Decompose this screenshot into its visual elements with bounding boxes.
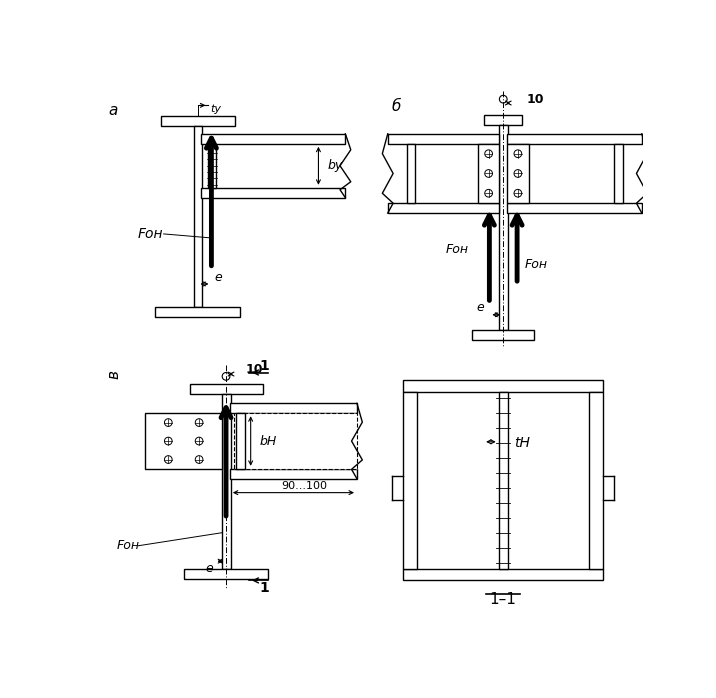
Text: 10: 10 [246, 363, 263, 376]
Text: 90...100: 90...100 [281, 482, 328, 491]
Text: bН: bН [260, 435, 277, 447]
Text: e: e [476, 301, 484, 313]
Text: e: e [205, 563, 213, 575]
Text: 1–1: 1–1 [490, 592, 517, 607]
Bar [388, 203, 499, 213]
Bar [478, 144, 499, 203]
Text: a: a [108, 103, 117, 118]
Bar [236, 413, 245, 469]
Text: Fон: Fон [137, 227, 163, 241]
Bar [403, 380, 604, 392]
Text: Fон: Fон [525, 258, 548, 272]
Text: в: в [107, 369, 122, 378]
Bar [499, 124, 508, 330]
Bar [184, 569, 268, 579]
Bar [403, 392, 417, 569]
Text: tу: tу [210, 104, 221, 114]
Bar [201, 188, 345, 198]
Bar [407, 144, 415, 203]
Bar [484, 114, 523, 124]
Bar [230, 469, 357, 479]
Bar [498, 392, 508, 569]
Bar [507, 203, 642, 213]
Bar [194, 126, 202, 307]
Bar [403, 569, 604, 581]
Text: bу: bу [328, 159, 343, 172]
Text: 10: 10 [526, 93, 544, 105]
Text: Fон: Fон [117, 540, 140, 552]
Bar [233, 413, 357, 469]
Bar [161, 116, 235, 126]
Bar [222, 394, 231, 569]
Text: 1: 1 [260, 581, 269, 595]
Text: Fон: Fон [445, 243, 468, 255]
Bar [589, 392, 604, 569]
Bar [155, 307, 240, 317]
Text: 1: 1 [260, 359, 269, 373]
Text: б: б [392, 99, 401, 114]
Text: tН: tН [514, 436, 530, 450]
Text: e: e [215, 272, 222, 284]
Bar [201, 134, 345, 144]
Bar [190, 384, 263, 394]
Bar [388, 134, 499, 144]
Bar [145, 413, 222, 469]
Bar [614, 144, 623, 203]
Bar [507, 134, 642, 144]
Bar [230, 403, 357, 413]
Bar [208, 144, 216, 188]
Bar [507, 144, 528, 203]
Bar [473, 330, 534, 340]
